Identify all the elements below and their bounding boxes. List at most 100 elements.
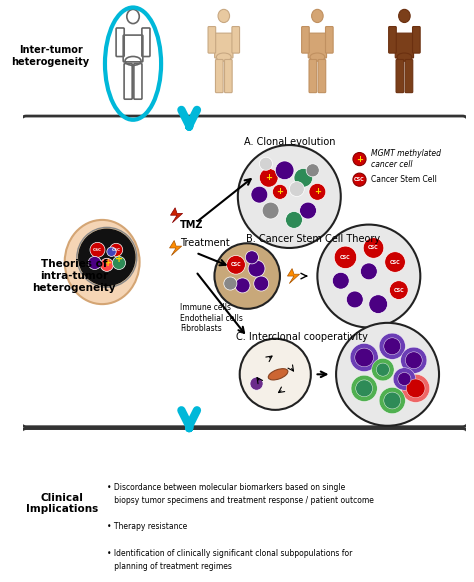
- Circle shape: [262, 202, 279, 219]
- Circle shape: [259, 168, 278, 187]
- Text: +: +: [104, 258, 112, 268]
- Circle shape: [88, 257, 101, 269]
- Circle shape: [275, 161, 294, 180]
- Circle shape: [385, 252, 405, 272]
- Circle shape: [355, 348, 374, 367]
- Text: CSC: CSC: [393, 288, 404, 293]
- Circle shape: [401, 347, 427, 374]
- Ellipse shape: [397, 53, 412, 61]
- Circle shape: [350, 343, 378, 371]
- Circle shape: [406, 379, 425, 398]
- Text: CSC: CSC: [390, 260, 401, 264]
- Circle shape: [77, 228, 137, 288]
- FancyBboxPatch shape: [309, 59, 317, 93]
- FancyBboxPatch shape: [395, 33, 414, 58]
- FancyBboxPatch shape: [326, 27, 333, 53]
- Circle shape: [353, 152, 366, 166]
- Circle shape: [79, 229, 135, 285]
- Ellipse shape: [399, 9, 410, 23]
- Text: MGMT methylated
cancer cell: MGMT methylated cancer cell: [371, 149, 441, 169]
- Text: +: +: [115, 254, 123, 264]
- Ellipse shape: [311, 9, 323, 23]
- Text: C. Interclonal cooperativity: C. Interclonal cooperativity: [236, 332, 367, 342]
- Polygon shape: [170, 240, 182, 255]
- Circle shape: [107, 247, 116, 257]
- FancyBboxPatch shape: [232, 27, 239, 53]
- Text: +: +: [356, 155, 363, 164]
- Circle shape: [90, 242, 105, 257]
- Ellipse shape: [268, 368, 288, 380]
- Circle shape: [246, 251, 258, 264]
- FancyBboxPatch shape: [412, 27, 420, 53]
- Circle shape: [100, 258, 113, 271]
- Ellipse shape: [65, 220, 139, 304]
- Circle shape: [398, 372, 411, 385]
- Circle shape: [294, 168, 313, 187]
- FancyBboxPatch shape: [216, 59, 223, 93]
- Text: Treatment: Treatment: [180, 238, 229, 249]
- Circle shape: [376, 363, 390, 376]
- Circle shape: [224, 277, 237, 290]
- Circle shape: [214, 243, 280, 309]
- Circle shape: [273, 184, 287, 199]
- Text: CSC: CSC: [93, 248, 102, 252]
- Circle shape: [390, 281, 408, 300]
- Circle shape: [248, 260, 265, 277]
- Text: Cancer Stem Cell: Cancer Stem Cell: [371, 175, 437, 184]
- Circle shape: [363, 237, 384, 258]
- FancyBboxPatch shape: [21, 428, 468, 550]
- Text: • Discordance between molecular biomarkers based on single
   biopsy tumor speci: • Discordance between molecular biomarke…: [107, 483, 374, 571]
- FancyBboxPatch shape: [389, 27, 396, 53]
- FancyBboxPatch shape: [308, 33, 327, 58]
- Circle shape: [393, 368, 416, 390]
- Text: TMZ: TMZ: [180, 219, 203, 229]
- Circle shape: [259, 157, 273, 171]
- Circle shape: [251, 186, 268, 203]
- FancyBboxPatch shape: [225, 59, 232, 93]
- Circle shape: [289, 182, 304, 197]
- Circle shape: [306, 164, 319, 177]
- Circle shape: [351, 375, 377, 402]
- FancyBboxPatch shape: [301, 27, 309, 53]
- Circle shape: [334, 246, 356, 268]
- Circle shape: [318, 225, 420, 328]
- Circle shape: [109, 243, 123, 257]
- Circle shape: [401, 374, 429, 402]
- Ellipse shape: [217, 53, 231, 61]
- Ellipse shape: [218, 9, 229, 23]
- FancyBboxPatch shape: [396, 59, 404, 93]
- Circle shape: [356, 380, 373, 397]
- Text: CSC: CSC: [340, 255, 351, 260]
- Ellipse shape: [310, 53, 325, 61]
- Circle shape: [405, 352, 422, 368]
- Circle shape: [250, 377, 263, 390]
- Circle shape: [336, 323, 439, 426]
- Text: CSC: CSC: [112, 248, 121, 252]
- Circle shape: [384, 338, 401, 354]
- Polygon shape: [171, 208, 182, 223]
- Text: CSC: CSC: [368, 246, 379, 250]
- Text: +: +: [314, 187, 321, 196]
- Circle shape: [285, 211, 302, 228]
- Text: CSC: CSC: [231, 262, 241, 267]
- Circle shape: [379, 333, 405, 359]
- Circle shape: [332, 272, 349, 289]
- Text: CSC: CSC: [354, 177, 365, 182]
- Circle shape: [254, 276, 269, 291]
- Circle shape: [360, 263, 377, 280]
- Text: Inter-tumor
heterogeneity: Inter-tumor heterogeneity: [12, 45, 90, 67]
- Circle shape: [227, 255, 246, 274]
- Text: +: +: [265, 173, 272, 182]
- Circle shape: [384, 392, 401, 409]
- Text: B. Cancer Stem Cell Theory: B. Cancer Stem Cell Theory: [246, 233, 380, 244]
- Circle shape: [353, 173, 366, 186]
- Circle shape: [240, 339, 311, 410]
- FancyBboxPatch shape: [405, 59, 413, 93]
- Text: Theories of
intra-tumor
heterogeneity: Theories of intra-tumor heterogeneity: [32, 260, 116, 293]
- FancyBboxPatch shape: [215, 33, 233, 58]
- Circle shape: [379, 388, 405, 414]
- Text: Immune cells
Endothelial cells
Fibroblasts: Immune cells Endothelial cells Fibroblas…: [180, 303, 243, 333]
- Circle shape: [112, 257, 126, 269]
- Circle shape: [235, 278, 250, 293]
- Text: +: +: [276, 187, 283, 196]
